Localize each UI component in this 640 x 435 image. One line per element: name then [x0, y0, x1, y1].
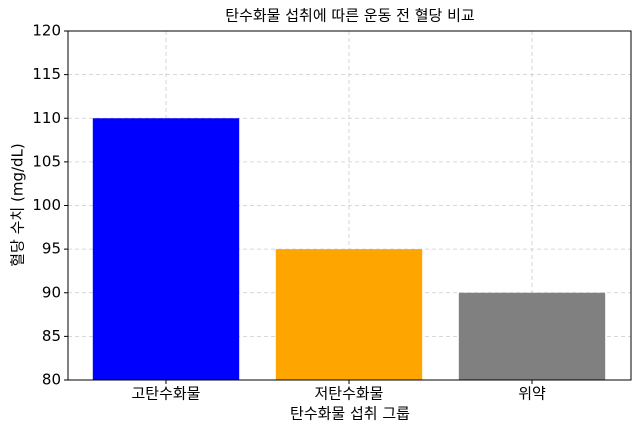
x-axis-label: 탄수화물 섭취 그룹 — [290, 405, 410, 423]
x-tick-label: 저탄수화물 — [314, 385, 383, 403]
y-tick-label: 105 — [32, 152, 61, 170]
y-tick-label: 90 — [42, 283, 61, 301]
y-tick-label: 115 — [32, 65, 61, 83]
x-tick-label: 고탄수화물 — [131, 385, 200, 403]
y-tick-label: 80 — [42, 371, 61, 389]
bar — [275, 249, 423, 380]
y-tick-label: 95 — [42, 240, 61, 258]
bar — [92, 118, 240, 380]
y-tick-label: 120 — [32, 22, 61, 40]
x-tick-label: 위약 — [518, 385, 546, 403]
y-tick-label: 85 — [42, 327, 61, 345]
y-axis-label: 혈당 수치 (mg/dL) — [9, 143, 27, 267]
chart-title: 탄수화물 섭취에 따른 운동 전 혈당 비교 — [225, 7, 474, 25]
bar — [458, 292, 606, 380]
y-tick-label: 110 — [32, 109, 61, 127]
plot-frame — [67, 30, 632, 381]
y-tick-label: 100 — [32, 196, 61, 214]
